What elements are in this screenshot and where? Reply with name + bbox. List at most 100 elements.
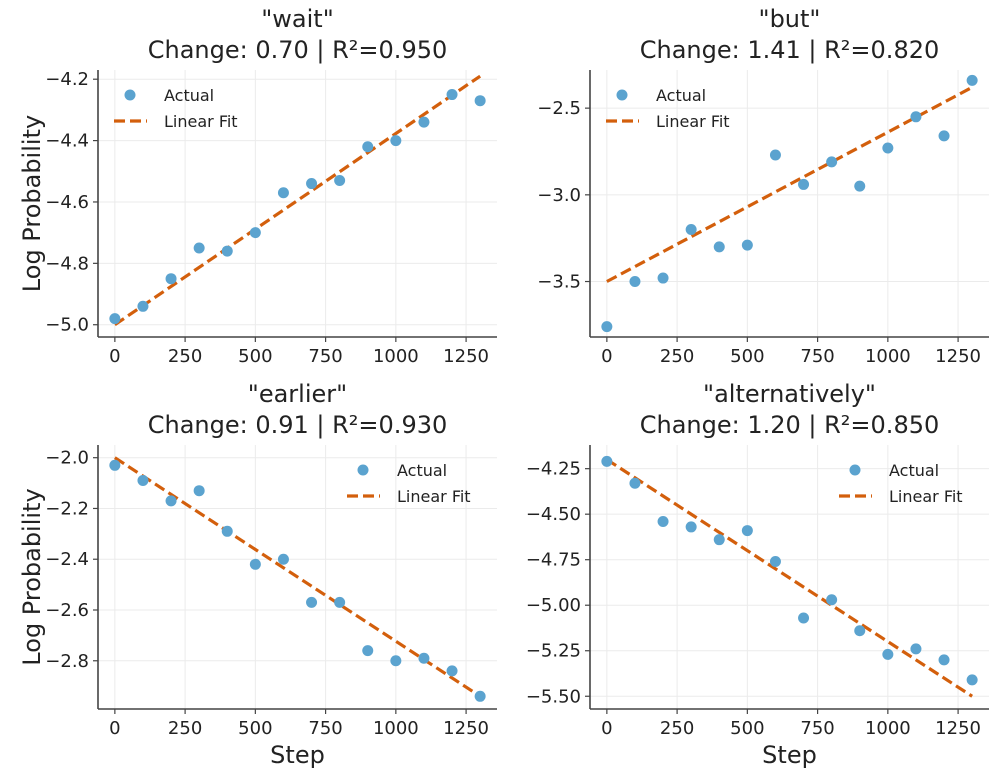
x-tick-label: 250	[660, 346, 694, 367]
legend-fit-label: Linear Fit	[164, 112, 238, 131]
data-point	[306, 596, 318, 608]
data-point	[966, 674, 978, 686]
data-point	[109, 313, 121, 325]
subplot-top-left: 0 250 500 750 1000 1250 −5.0 −4.8 −4.6 −4.4 −4.2 "w…	[18, 5, 497, 367]
data-point	[826, 156, 838, 168]
y-tick-label: −5.0	[45, 315, 89, 336]
y-tick-label: −4.50	[526, 504, 581, 525]
subplot-title-word: "but"	[759, 5, 821, 33]
legend-actual-marker	[616, 89, 628, 101]
data-point	[601, 455, 613, 467]
data-point	[306, 178, 318, 190]
legend-actual-marker	[849, 464, 861, 476]
y-tick-label: −5.50	[526, 686, 581, 707]
y-tick-label: −2.6	[45, 600, 89, 621]
data-point	[741, 525, 753, 537]
x-tick-label: 500	[730, 718, 764, 739]
x-tick-label: 750	[800, 718, 834, 739]
y-tick-label: −4.2	[45, 69, 89, 90]
data-point	[798, 612, 810, 624]
data-point	[390, 655, 402, 667]
x-tick-label: 250	[168, 718, 202, 739]
data-point	[769, 556, 781, 568]
y-tick-label: −4.75	[526, 550, 581, 571]
data-point	[685, 224, 697, 236]
y-tick-label: −2.0	[45, 448, 89, 469]
x-tick-label: 750	[308, 346, 342, 367]
linear-fit-line	[113, 456, 482, 698]
x-tick-label: 750	[800, 346, 834, 367]
data-point	[713, 241, 725, 253]
data-point	[109, 459, 121, 471]
data-point	[910, 643, 922, 655]
data-point	[334, 596, 346, 608]
y-tick-label: −2.2	[45, 498, 89, 519]
data-point	[193, 485, 205, 497]
data-point	[221, 245, 233, 257]
data-point	[474, 690, 486, 702]
data-point	[882, 142, 894, 154]
y-tick-label: −5.00	[526, 595, 581, 616]
legend: Actual Linear Fit	[347, 461, 471, 506]
x-axis-label: Step	[762, 741, 817, 769]
subplot-title-word: "alternatively"	[703, 380, 876, 408]
x-tick-label: 0	[109, 346, 120, 367]
x-tick-label: 500	[238, 718, 272, 739]
linear-fit-line	[606, 85, 973, 283]
y-tick-label: −4.25	[526, 459, 581, 480]
x-tick-label: 1000	[865, 346, 911, 367]
x-tick-label: 250	[660, 718, 694, 739]
x-tick-label: 750	[308, 718, 342, 739]
x-tick-label: 1250	[443, 346, 489, 367]
x-tick-label: 0	[601, 718, 612, 739]
subplot-title-word: "wait"	[261, 5, 334, 33]
y-tick-label: −4.6	[45, 192, 89, 213]
linear-fit-line	[113, 74, 482, 327]
data-point	[446, 665, 458, 677]
data-point	[277, 187, 289, 199]
data-point	[741, 239, 753, 251]
legend-fit-label: Linear Fit	[397, 487, 471, 506]
data-point	[910, 111, 922, 123]
subplot-title-stats: Change: 0.70 | R²=0.950	[148, 36, 448, 64]
legend: Actual Linear Fit	[606, 86, 730, 131]
data-point	[446, 89, 458, 101]
x-tick-label: 1000	[865, 718, 911, 739]
data-point	[938, 130, 950, 142]
data-point	[826, 594, 838, 606]
data-point	[249, 558, 261, 570]
data-point	[362, 645, 374, 657]
data-point	[657, 272, 669, 284]
y-tick-label: −5.25	[526, 641, 581, 662]
data-point	[938, 654, 950, 666]
legend-actual-marker	[357, 464, 369, 476]
data-point	[418, 116, 430, 128]
data-point	[165, 495, 177, 507]
data-point	[854, 625, 866, 637]
data-point	[418, 652, 430, 664]
data-point	[854, 180, 866, 192]
y-tick-label: −4.4	[45, 131, 89, 152]
x-tick-label: 500	[730, 346, 764, 367]
data-point	[685, 521, 697, 533]
subplot-title-stats: Change: 1.20 | R²=0.850	[640, 411, 940, 439]
data-point	[390, 135, 402, 147]
legend-actual-marker	[124, 89, 136, 101]
y-tick-label: −3.5	[537, 272, 581, 293]
x-tick-label: 0	[601, 346, 612, 367]
data-point	[277, 553, 289, 565]
data-point	[769, 149, 781, 161]
subplot-top-right: 0 250 500 750 1000 1250 −3.5 −3.0 −2.5 "but" Chang…	[537, 5, 989, 367]
data-point	[629, 276, 641, 288]
legend: Actual Linear Fit	[839, 461, 963, 506]
y-axis-label: Log Probability	[18, 115, 46, 292]
x-tick-label: 1250	[935, 718, 981, 739]
legend-actual-label: Actual	[397, 461, 447, 480]
subplot-title-stats: Change: 0.91 | R²=0.930	[148, 411, 448, 439]
y-tick-label: −2.4	[45, 549, 89, 570]
x-tick-label: 1250	[935, 346, 981, 367]
legend: Actual Linear Fit	[114, 86, 238, 131]
y-tick-label: −3.0	[537, 185, 581, 206]
y-tick-label: −4.8	[45, 253, 89, 274]
